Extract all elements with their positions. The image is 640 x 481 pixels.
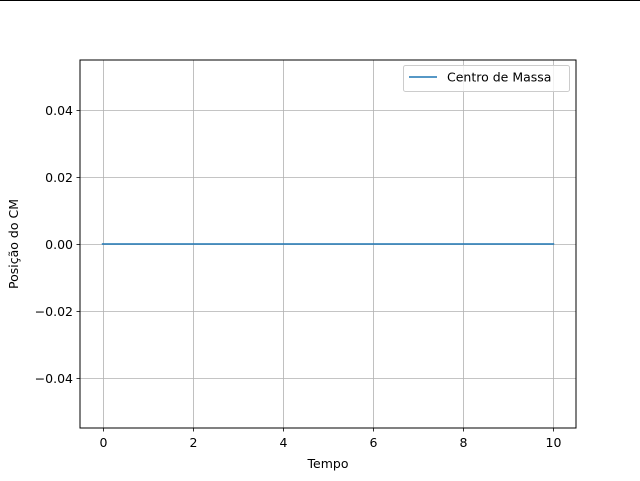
y-tick-label: 0.00 bbox=[45, 237, 73, 252]
y-tick-label: 0.04 bbox=[45, 103, 73, 118]
x-axis-label: Tempo bbox=[307, 456, 349, 471]
x-tick-label: 10 bbox=[546, 435, 562, 450]
x-tick-label: 4 bbox=[280, 435, 288, 450]
x-tick-label: 6 bbox=[370, 435, 378, 450]
top-border-line bbox=[0, 0, 640, 1]
x-tick-label: 8 bbox=[460, 435, 468, 450]
legend-label-centro-de-massa: Centro de Massa bbox=[447, 70, 551, 85]
x-tick-label: 2 bbox=[190, 435, 198, 450]
legend: Centro de Massa bbox=[403, 65, 570, 92]
x-tick-label: 0 bbox=[100, 435, 108, 450]
plot-area-frame bbox=[79, 59, 577, 429]
y-tick-label: −0.04 bbox=[35, 371, 73, 386]
legend-box bbox=[403, 65, 570, 92]
y-axis-label: Posição do CM bbox=[6, 199, 21, 289]
axis-ticks: 0 2 4 6 8 10 −0.04 −0.02 0.00 0.02 0.04 bbox=[35, 103, 562, 450]
y-tick-label: −0.02 bbox=[35, 304, 73, 319]
y-tick-label: 0.02 bbox=[45, 170, 73, 185]
